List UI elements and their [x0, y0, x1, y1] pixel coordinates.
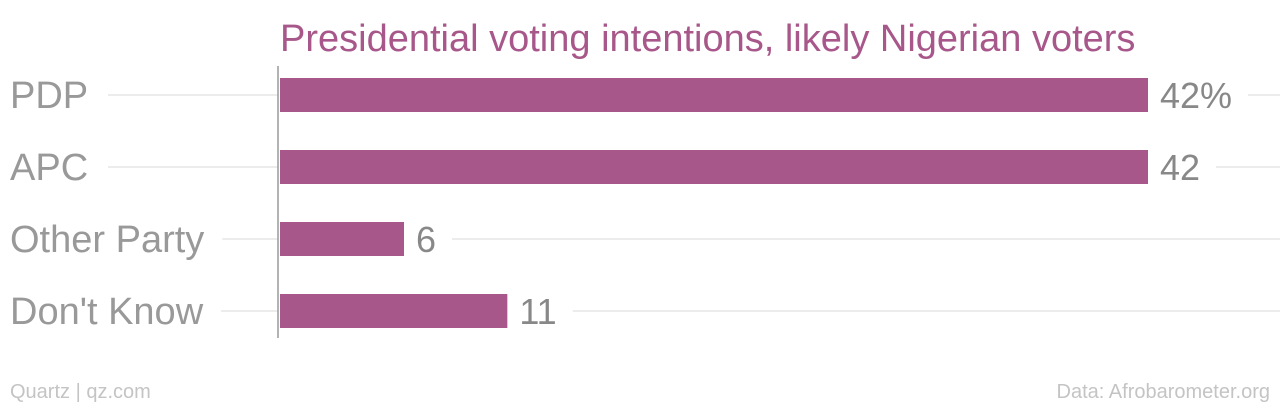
value-label: 42 — [1160, 147, 1200, 188]
chart-title: Presidential voting intentions, likely N… — [280, 18, 1135, 60]
footer-credit: Quartz | qz.com — [10, 381, 151, 403]
category-label: Don't Know — [10, 291, 204, 333]
bars — [280, 78, 1148, 328]
category-label: APC — [10, 147, 88, 189]
gridlines — [108, 94, 1280, 312]
value-label: 11 — [519, 291, 556, 332]
bar — [280, 150, 1148, 184]
category-labels: PDP APC Other Party Don't Know — [10, 75, 204, 333]
bar — [280, 222, 404, 256]
value-label: 6 — [416, 219, 436, 260]
category-label: PDP — [10, 75, 88, 117]
value-labels: 42% 42 6 11 — [416, 75, 1232, 332]
bar — [280, 294, 508, 328]
value-label: 42% — [1160, 75, 1232, 116]
bar — [280, 78, 1148, 112]
footer-source: Data: Afrobarometer.org — [1057, 381, 1270, 403]
category-label: Other Party — [10, 219, 204, 261]
